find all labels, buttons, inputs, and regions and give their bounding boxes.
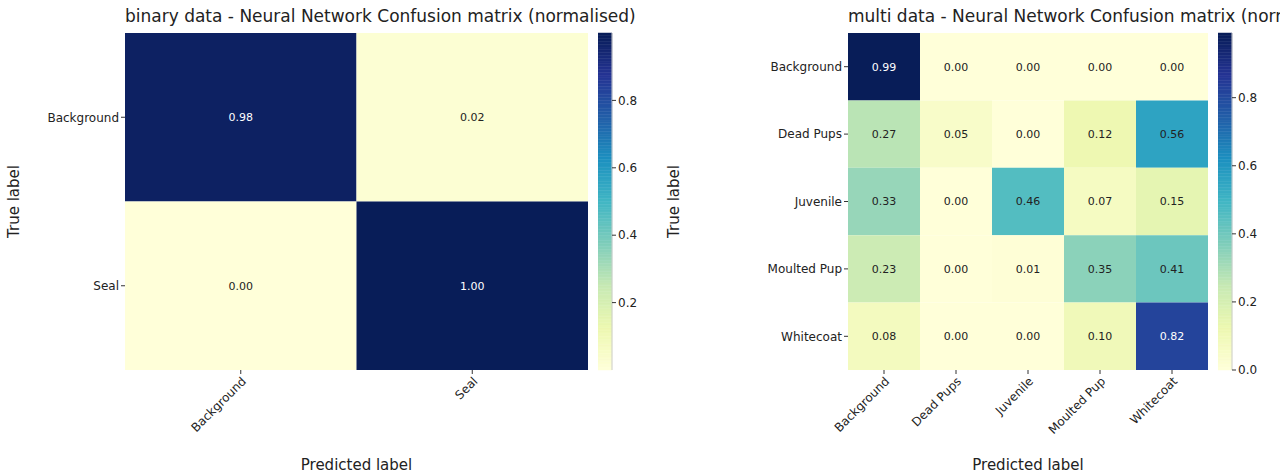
svg-text:1.00: 1.00 (460, 280, 485, 293)
svg-text:Predicted label: Predicted label (301, 456, 412, 474)
svg-text:Dead Pups: Dead Pups (909, 374, 964, 429)
svg-text:0.00: 0.00 (944, 330, 969, 343)
svg-text:Background: Background (188, 374, 249, 435)
svg-text:0.2: 0.2 (618, 296, 637, 310)
svg-text:0.8: 0.8 (618, 94, 637, 108)
svg-text:0.8: 0.8 (1238, 91, 1257, 105)
svg-text:0.01: 0.01 (1016, 263, 1041, 276)
svg-text:0.35: 0.35 (1088, 263, 1113, 276)
svg-text:0.00: 0.00 (944, 195, 969, 208)
svg-text:Background: Background (832, 374, 893, 435)
svg-text:0.56: 0.56 (1160, 128, 1185, 141)
svg-text:0.0: 0.0 (1238, 363, 1257, 377)
html-text:binary data - Neural Network C: binary data - Neural Network Confusion m… (125, 6, 636, 26)
svg-text:0.6: 0.6 (1238, 159, 1257, 173)
svg-text:0.08: 0.08 (872, 330, 897, 343)
svg-text:True label: True label (665, 165, 683, 239)
svg-text:0.82: 0.82 (1160, 330, 1185, 343)
svg-text:0.99: 0.99 (872, 61, 897, 74)
svg-text:0.00: 0.00 (1016, 330, 1041, 343)
svg-text:0.98: 0.98 (229, 111, 254, 124)
svg-text:Seal: Seal (93, 279, 119, 293)
svg-text:0.00: 0.00 (1016, 128, 1041, 141)
svg-text:0.12: 0.12 (1088, 128, 1113, 141)
svg-text:Background: Background (47, 111, 119, 125)
svg-text:Moulted Pup: Moulted Pup (768, 262, 842, 276)
svg-text:Dead Pups: Dead Pups (778, 127, 842, 141)
svg-text:True label: True label (8, 165, 23, 239)
svg-text:0.10: 0.10 (1088, 330, 1113, 343)
svg-text:0.00: 0.00 (1016, 61, 1041, 74)
svg-text:0.2: 0.2 (1238, 295, 1257, 309)
svg-text:Juvenile: Juvenile (992, 374, 1036, 418)
svg-text:0.05: 0.05 (944, 128, 969, 141)
svg-text:0.46: 0.46 (1016, 195, 1041, 208)
svg-text:0.00: 0.00 (944, 61, 969, 74)
svg-text:0.02: 0.02 (460, 111, 485, 124)
svg-text:Juvenile: Juvenile (794, 195, 842, 209)
svg-text:Predicted label: Predicted label (972, 456, 1083, 474)
svg-text:Seal: Seal (452, 374, 480, 402)
svg-text:0.27: 0.27 (872, 128, 897, 141)
svg-text:0.6: 0.6 (618, 161, 637, 175)
svg-text:0.00: 0.00 (944, 263, 969, 276)
svg-text:0.41: 0.41 (1160, 263, 1185, 276)
svg-text:0.00: 0.00 (229, 280, 254, 293)
svg-text:Whitecoat: Whitecoat (781, 330, 842, 344)
svg-text:Whitecoat: Whitecoat (1127, 374, 1180, 427)
svg-text:0.00: 0.00 (1160, 61, 1185, 74)
svg-text:0.4: 0.4 (618, 228, 637, 242)
svg-text:Background: Background (770, 60, 842, 74)
svg-text:0.33: 0.33 (872, 195, 897, 208)
svg-text:0.07: 0.07 (1088, 195, 1113, 208)
svg-text:0.4: 0.4 (1238, 227, 1257, 241)
svg-text:0.23: 0.23 (872, 263, 897, 276)
svg-text:0.15: 0.15 (1160, 195, 1185, 208)
svg-text:Moulted Pup: Moulted Pup (1046, 374, 1109, 437)
svg-text:0.00: 0.00 (1088, 61, 1113, 74)
